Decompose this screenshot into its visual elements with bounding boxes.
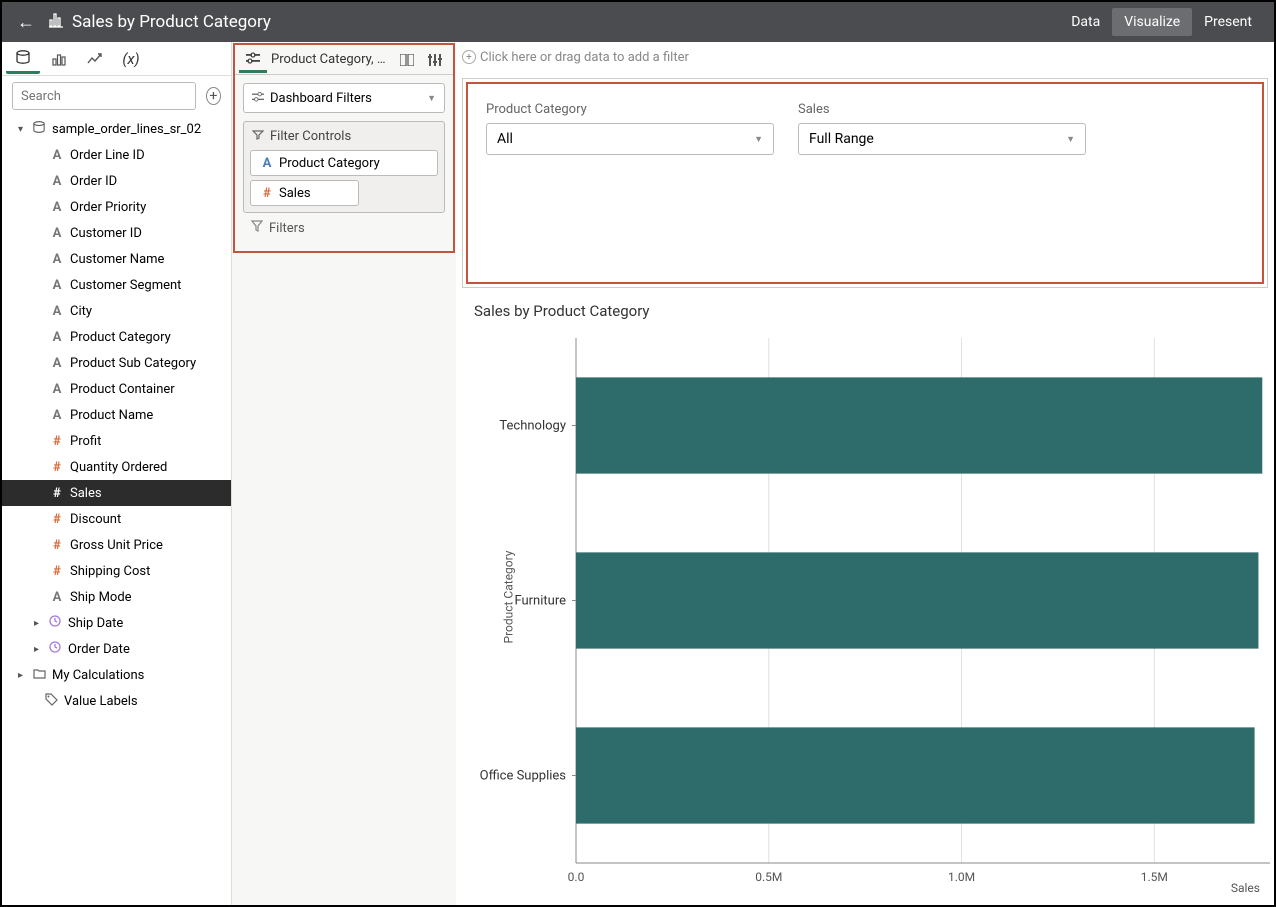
svg-text:0.0: 0.0 — [568, 870, 585, 884]
config-panel: Product Category, S… Dashboard Filters ▼… — [232, 42, 456, 905]
filter-select-sales[interactable]: Full Range ▼ — [798, 123, 1086, 155]
field-quantity-ordered[interactable]: #Quantity Ordered — [2, 454, 231, 480]
field-tree: ▾sample_order_lines_sr_02AOrder Line IDA… — [2, 116, 231, 905]
field-order-priority[interactable]: AOrder Priority — [2, 194, 231, 220]
add-dataset-button[interactable]: + — [206, 87, 221, 105]
data-panel: (x) + ▾sample_order_lines_sr_02AOrder Li… — [2, 42, 232, 905]
search-input[interactable] — [12, 82, 196, 110]
y-axis-title: Product Category — [502, 550, 516, 643]
field-ship-mode[interactable]: AShip Mode — [2, 584, 231, 610]
tab-variable-icon[interactable]: (x) — [114, 44, 148, 74]
bar-office-supplies[interactable] — [576, 727, 1255, 823]
filter-zone-highlight: Product Category All ▼ Sales Full Range … — [466, 82, 1264, 284]
visualization-canvas: + Click here or drag data to add a filte… — [456, 42, 1274, 905]
field-gross-unit-price[interactable]: #Gross Unit Price — [2, 532, 231, 558]
dataset-node[interactable]: ▾sample_order_lines_sr_02 — [2, 116, 231, 142]
panel-tabs: (x) — [2, 42, 231, 76]
my-calculations-folder[interactable]: ▸My Calculations — [2, 662, 231, 688]
field-product-container[interactable]: AProduct Container — [2, 376, 231, 402]
filter-controls-icon — [252, 129, 264, 143]
number-type-icon: # — [259, 186, 275, 201]
field-city[interactable]: ACity — [2, 298, 231, 324]
svg-text:1.5M: 1.5M — [1141, 870, 1168, 884]
filter-chip-sales[interactable]: #Sales — [250, 180, 359, 206]
back-button[interactable]: ← — [12, 8, 40, 36]
field-customer-name[interactable]: ACustomer Name — [2, 246, 231, 272]
chevron-down-icon: ▼ — [427, 93, 436, 104]
filter-hint-text: Click here or drag data to add a filter — [480, 50, 689, 65]
x-axis-title: Sales — [1231, 881, 1260, 895]
value-labels-node[interactable]: Value Labels — [2, 688, 231, 714]
filter-controls-title: Filter Controls — [270, 129, 351, 144]
field-discount[interactable]: #Discount — [2, 506, 231, 532]
filter-label-sales: Sales — [798, 102, 1086, 117]
dashboard-filters-label: Dashboard Filters — [270, 91, 372, 106]
bar-technology[interactable] — [576, 377, 1262, 473]
tab-trend-icon[interactable] — [78, 44, 112, 74]
field-ship-date[interactable]: ▸Ship Date — [2, 610, 231, 636]
field-order-date[interactable]: ▸Order Date — [2, 636, 231, 662]
tab-chart-icon[interactable] — [42, 44, 76, 74]
svg-text:Furniture: Furniture — [514, 594, 566, 609]
sliders-icon — [252, 91, 264, 106]
config-tab-settings-icon[interactable] — [421, 47, 449, 73]
filter-chip-product-category[interactable]: AProduct Category — [250, 150, 438, 176]
config-highlight-box: Product Category, S… Dashboard Filters ▼… — [233, 43, 455, 253]
filter-select-category[interactable]: All ▼ — [486, 123, 774, 155]
nav-visualize[interactable]: Visualize — [1112, 8, 1192, 36]
page-title: Sales by Product Category — [72, 12, 271, 32]
filter-drop-hint[interactable]: + Click here or drag data to add a filte… — [456, 42, 1274, 72]
field-product-name[interactable]: AProduct Name — [2, 402, 231, 428]
filter-value-sales: Full Range — [809, 131, 874, 147]
filter-controls-zone: Product Category All ▼ Sales Full Range … — [462, 78, 1268, 288]
nav-data[interactable]: Data — [1059, 8, 1112, 36]
funnel-icon — [251, 220, 263, 236]
config-tab-filters-icon[interactable] — [239, 47, 267, 73]
chevron-down-icon: ▼ — [1066, 134, 1075, 145]
filter-label-category: Product Category — [486, 102, 774, 117]
field-sales[interactable]: #Sales — [2, 480, 231, 506]
filter-controls-box: Filter Controls AProduct Category #Sales — [243, 121, 445, 213]
bar-chart: 0.0 0.5M 1.0M 1.5M Technology Furniture Office… — [466, 332, 1274, 905]
plus-circle-icon: + — [462, 50, 476, 64]
field-order-line-id[interactable]: AOrder Line ID — [2, 142, 231, 168]
header-bar: ← Sales by Product Category Data Visuali… — [2, 2, 1274, 42]
field-product-category[interactable]: AProduct Category — [2, 324, 231, 350]
nav-present[interactable]: Present — [1192, 8, 1264, 36]
field-product-sub-category[interactable]: AProduct Sub Category — [2, 350, 231, 376]
field-profit[interactable]: #Profit — [2, 428, 231, 454]
filter-value-category: All — [497, 131, 513, 147]
field-customer-segment[interactable]: ACustomer Segment — [2, 272, 231, 298]
config-tab-label: Product Category, S… — [267, 52, 393, 67]
svg-text:Office Supplies: Office Supplies — [480, 769, 567, 784]
config-tab-layout-icon[interactable] — [393, 47, 421, 73]
svg-text:Technology: Technology — [499, 419, 566, 434]
tab-data-icon[interactable] — [6, 44, 40, 74]
text-type-icon: A — [259, 156, 275, 171]
chart-title: Sales by Product Category — [474, 302, 1266, 320]
field-order-id[interactable]: AOrder ID — [2, 168, 231, 194]
field-shipping-cost[interactable]: #Shipping Cost — [2, 558, 231, 584]
filters-section-label: Filters — [269, 221, 305, 236]
bar-furniture[interactable] — [576, 552, 1258, 648]
svg-text:0.5M: 0.5M — [755, 870, 782, 884]
dashboard-filters-select[interactable]: Dashboard Filters ▼ — [243, 83, 445, 113]
chevron-down-icon: ▼ — [754, 134, 763, 145]
chart-area: Sales by Product Category 0.0 0.5M 1.0M 1.5… — [456, 288, 1274, 905]
field-customer-id[interactable]: ACustomer ID — [2, 220, 231, 246]
chart-icon — [48, 12, 64, 32]
svg-text:1.0M: 1.0M — [948, 870, 975, 884]
